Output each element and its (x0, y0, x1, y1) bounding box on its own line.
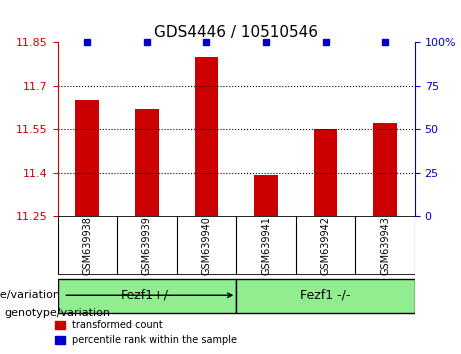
Title: GDS4446 / 10510546: GDS4446 / 10510546 (154, 25, 318, 40)
FancyBboxPatch shape (58, 279, 236, 313)
Bar (373, 124, 397, 216)
Bar (135, 109, 159, 216)
Bar (195, 57, 219, 216)
Text: Fezf1 -/-: Fezf1 -/- (301, 289, 351, 302)
Text: GSM639940: GSM639940 (201, 216, 212, 275)
Bar (76, 100, 99, 216)
Text: genotype/variation: genotype/variation (0, 290, 232, 300)
Text: GSM639939: GSM639939 (142, 216, 152, 275)
FancyBboxPatch shape (236, 279, 415, 313)
Text: GSM639943: GSM639943 (380, 216, 390, 275)
Text: genotype/variation: genotype/variation (5, 308, 111, 318)
Bar (313, 129, 337, 216)
Text: GSM639942: GSM639942 (320, 216, 331, 275)
Text: Fezf1+/-: Fezf1+/- (121, 289, 173, 302)
Text: GSM639941: GSM639941 (261, 216, 271, 275)
Bar (254, 176, 278, 216)
Legend: transformed count, percentile rank within the sample: transformed count, percentile rank withi… (51, 316, 241, 349)
Text: GSM639938: GSM639938 (83, 216, 92, 275)
